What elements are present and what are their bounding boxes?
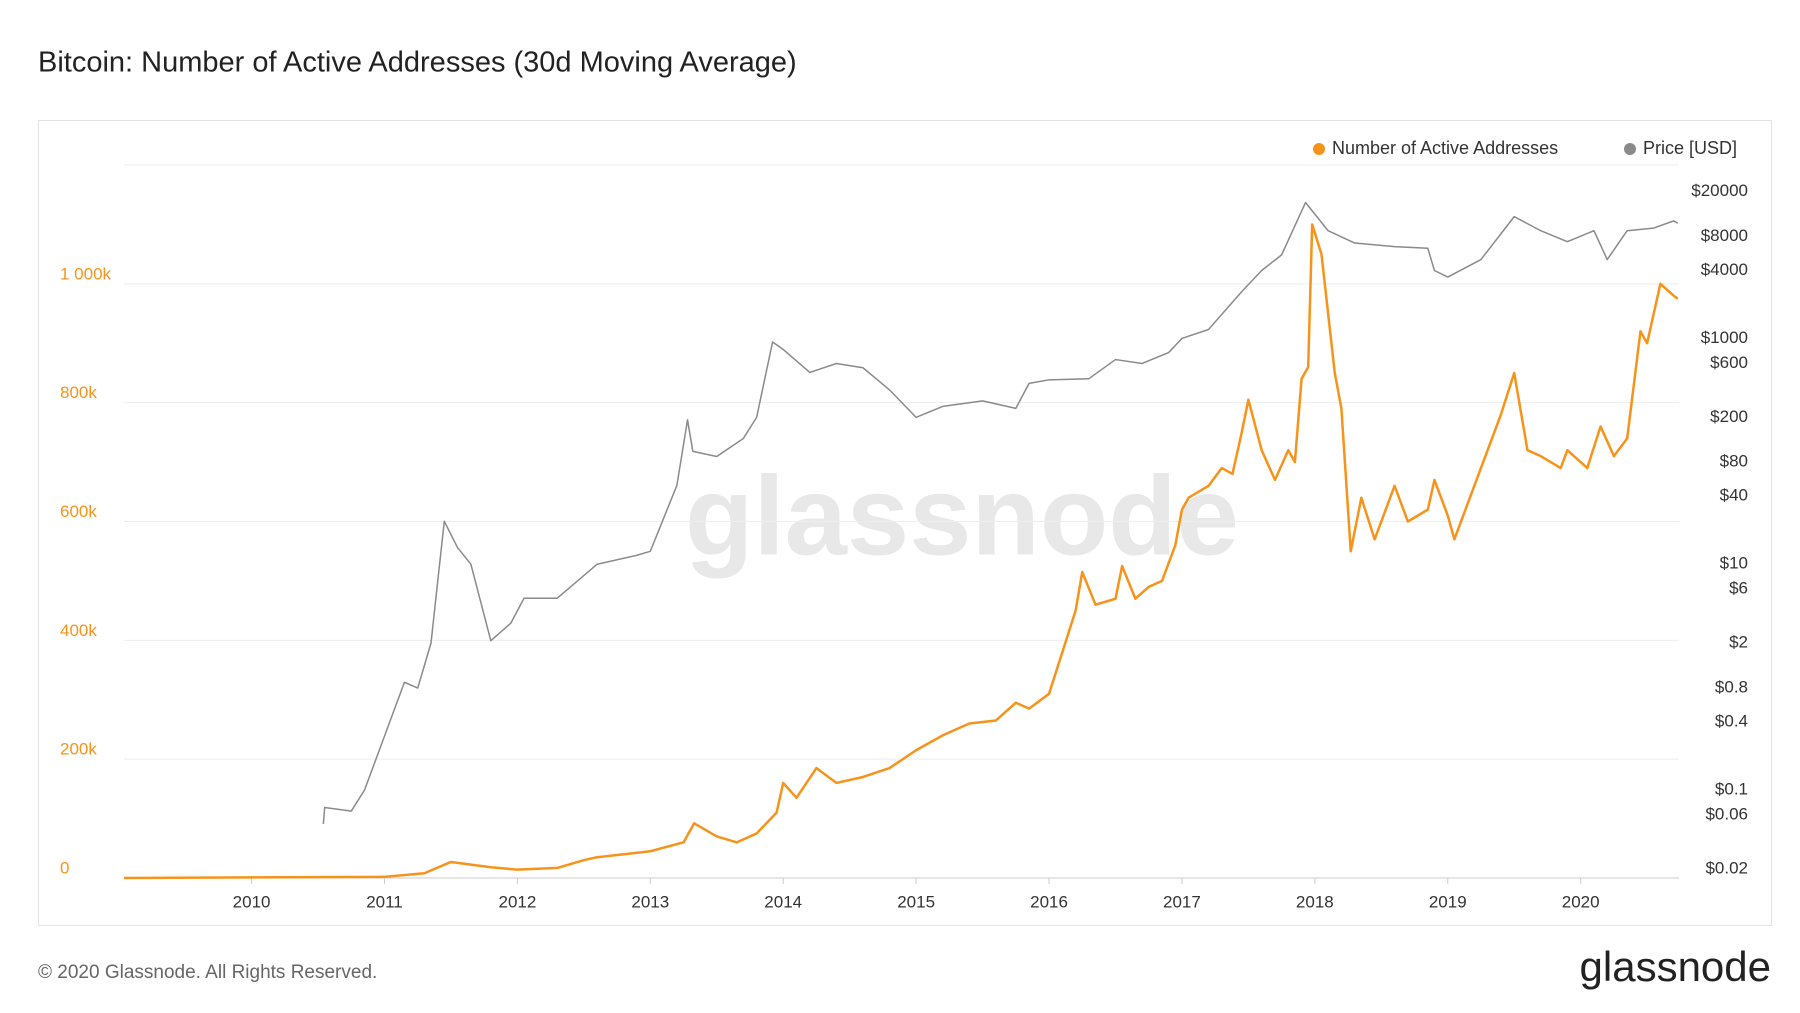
chart-frame xyxy=(38,120,1772,926)
x-tick-label: 2019 xyxy=(1429,892,1467,911)
y-tick-label: 200k xyxy=(60,740,97,759)
y-tick-label: 600k xyxy=(60,502,97,521)
y2-tick-label: $600 xyxy=(1710,353,1748,372)
y2-tick-label: $10 xyxy=(1720,554,1748,573)
y-tick-label: 1 000k xyxy=(60,264,112,283)
y2-tick-label: $0.02 xyxy=(1705,858,1748,877)
y2-tick-label: $20000 xyxy=(1691,181,1748,200)
y-tick-label: 0 xyxy=(60,858,69,877)
legend-label: Price [USD] xyxy=(1643,138,1737,158)
y2-tick-label: $8000 xyxy=(1701,226,1748,245)
series-line xyxy=(123,223,1679,880)
legend: Number of Active Addresses Price [USD] xyxy=(1313,138,1737,158)
y2-tick-label: $200 xyxy=(1710,407,1748,426)
watermark: glassnode xyxy=(685,454,1239,579)
x-tick-label: 2011 xyxy=(366,892,403,911)
legend-label: Number of Active Addresses xyxy=(1332,138,1558,158)
legend-marker xyxy=(1313,143,1325,155)
y2-tick-label: $0.4 xyxy=(1715,711,1748,730)
series-line xyxy=(322,201,1679,825)
x-tick-label: 2014 xyxy=(764,892,802,911)
y-tick-label: 400k xyxy=(60,621,97,640)
legend-marker xyxy=(1624,143,1636,155)
brand-logo: glassnode xyxy=(1580,943,1771,990)
y2-tick-label: $0.8 xyxy=(1715,678,1748,697)
y2-tick-label: $40 xyxy=(1720,486,1748,505)
y-tick-label: 800k xyxy=(60,383,97,402)
x-tick-label: 2015 xyxy=(897,892,935,911)
y2-tick-label: $6 xyxy=(1729,579,1748,598)
x-tick-label: 2020 xyxy=(1562,892,1600,911)
y2-tick-label: $0.1 xyxy=(1715,779,1748,798)
x-tick-label: 2012 xyxy=(498,892,536,911)
y2-tick-label: $1000 xyxy=(1701,328,1748,347)
y2-tick-label: $0.06 xyxy=(1705,804,1748,823)
y2-tick-label: $2 xyxy=(1729,633,1748,652)
x-tick-label: 2017 xyxy=(1163,892,1201,911)
x-tick-label: 2016 xyxy=(1030,892,1068,911)
y2-tick-label: $80 xyxy=(1720,452,1748,471)
chart-title: Bitcoin: Number of Active Addresses (30d… xyxy=(38,47,797,79)
x-tick-label: 2013 xyxy=(631,892,669,911)
x-tick-label: 2018 xyxy=(1296,892,1334,911)
y2-tick-label: $4000 xyxy=(1701,260,1748,279)
copyright: © 2020 Glassnode. All Rights Reserved. xyxy=(38,962,377,983)
x-tick-label: 2010 xyxy=(233,892,271,911)
